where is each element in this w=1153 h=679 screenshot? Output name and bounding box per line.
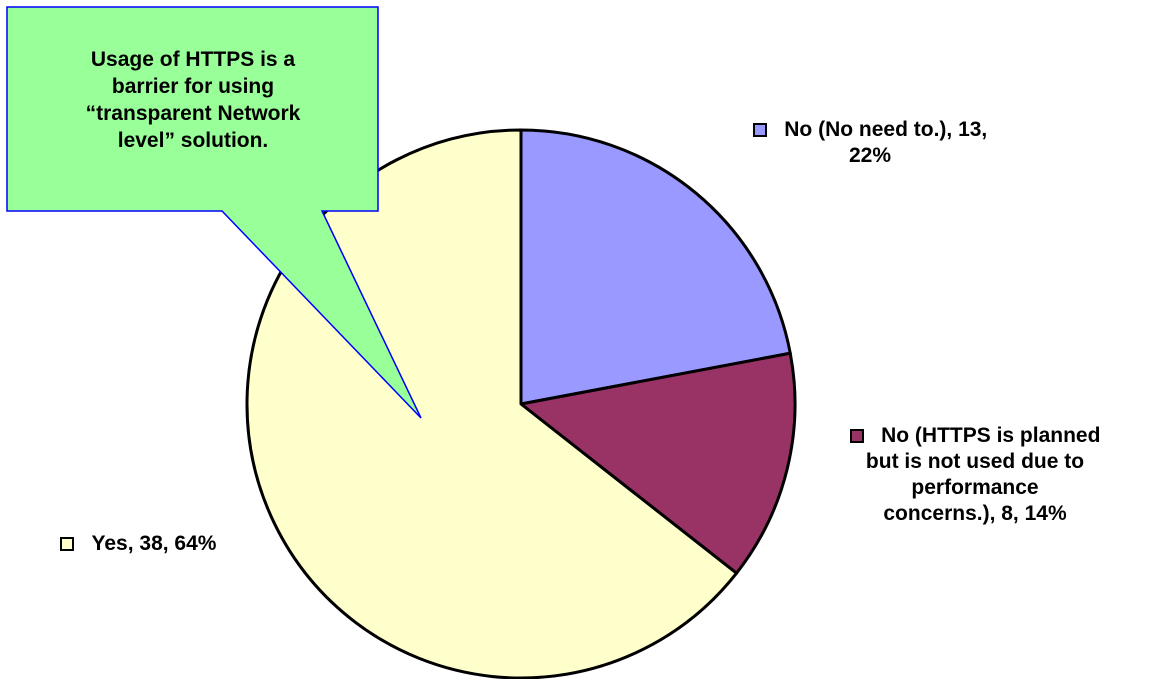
callout-box — [6, 6, 422, 419]
callout-text: Usage of HTTPS is a barrier for using “t… — [35, 46, 351, 154]
data-label-line: No (No need to.), 13, — [784, 118, 988, 141]
data-label-planned: No (HTTPS is planned but is not used due… — [800, 423, 1150, 527]
callout-line: barrier for using — [111, 75, 275, 98]
pie-slice-planned — [519, 351, 797, 575]
data-label-line: concerns.), 8, 14% — [883, 502, 1067, 525]
pie-slice-no-need — [519, 128, 792, 406]
data-label-line: but is not used due to — [865, 450, 1085, 473]
legend-swatch-planned — [849, 429, 864, 443]
callout-line: “transparent Network — [85, 102, 301, 125]
callout-line: Usage of HTTPS is a — [90, 48, 296, 71]
data-label-line: performance — [911, 476, 1039, 499]
data-label-line: No (HTTPS is planned — [881, 424, 1101, 447]
data-label-line: Yes, 38, 64% — [91, 532, 217, 555]
data-label-no-need: No (No need to.), 13, 22% — [705, 117, 1035, 169]
data-label-yes: Yes, 38, 64% — [60, 531, 216, 557]
callout-line: level” solution. — [117, 129, 269, 152]
legend-swatch-yes — [60, 537, 74, 551]
data-label-line: 22% — [848, 144, 892, 167]
legend-swatch-no-need — [752, 123, 767, 137]
